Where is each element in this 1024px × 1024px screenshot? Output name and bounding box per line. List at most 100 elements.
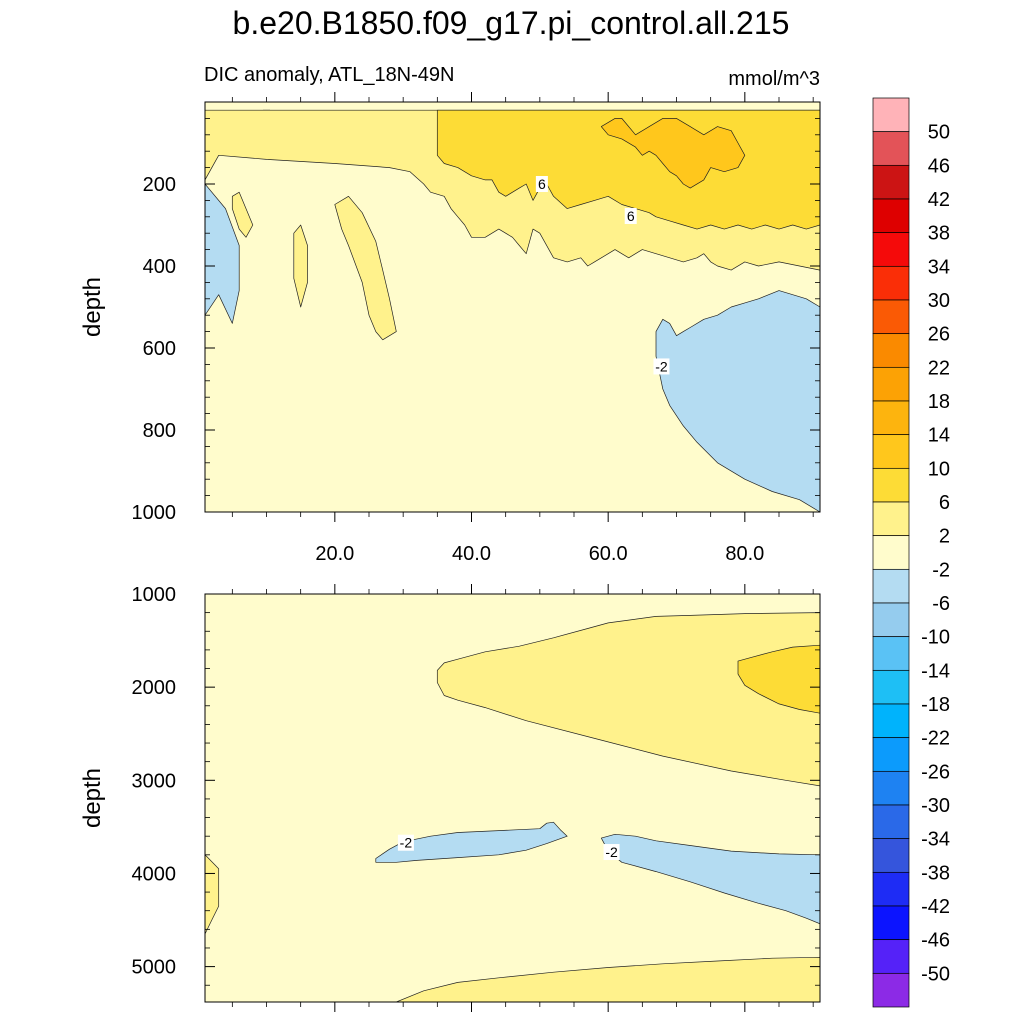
colorbar-box (872, 164, 910, 200)
colorbar-box (872, 871, 910, 907)
y-tick-label: 200 (143, 174, 176, 196)
contour-region (600, 833, 820, 925)
contour-region (205, 183, 240, 324)
colorbar-box (872, 333, 910, 368)
plot-frame (204, 101, 821, 513)
colorbar-label: 22 (928, 357, 950, 379)
colorbar-label: -46 (921, 930, 950, 952)
upper-contour-panel: 6 6 -2 200 400 600 800 1000 20.0 40.0 60.0 80.0 dept… (79, 92, 821, 565)
contour-region (334, 195, 397, 341)
contour-label: 6 (535, 176, 548, 192)
y-tick-label: 600 (143, 338, 176, 360)
colorbar-box (872, 400, 910, 436)
colorbar-label: 6 (939, 492, 950, 514)
colorbar-box (872, 501, 910, 537)
colorbar-label: 42 (928, 189, 950, 211)
x-tick-label: 60.0 (589, 543, 628, 565)
colorbar-label: 10 (928, 458, 950, 480)
colorbar-box (872, 669, 910, 705)
figure-title: b.e20.B1850.f09_g17.pi_control.all.215 (233, 5, 790, 41)
contour-region (436, 612, 820, 787)
colorbar-label: 18 (928, 391, 950, 413)
contour-region (395, 956, 820, 1002)
colorbar-label: -30 (921, 795, 950, 817)
contour-label: 6 (624, 207, 637, 224)
colorbar-label: -18 (921, 694, 950, 716)
colorbar-box (872, 737, 910, 772)
contour-label: -2 (603, 844, 620, 861)
contour-region (737, 644, 820, 714)
x-tick-label: 80.0 (725, 543, 764, 565)
colorbar-label: -26 (921, 761, 950, 783)
y-tick-label: 1000 (132, 502, 177, 524)
colorbar-box (872, 198, 910, 234)
colorbar-box (872, 804, 910, 840)
colorbar-box (872, 265, 910, 301)
contour-region (655, 290, 820, 512)
colorbar-box (872, 602, 910, 638)
y-tick-label: 2000 (132, 677, 177, 699)
contour-label: -2 (653, 358, 670, 375)
colorbar-label: -34 (921, 829, 950, 851)
colorbar-box (872, 232, 910, 267)
colorbar-label: -14 (921, 660, 950, 682)
colorbar-label: -6 (932, 593, 950, 615)
colorbar-label: 30 (928, 290, 950, 312)
svg-text:-2: -2 (400, 835, 413, 851)
colorbar-label: 14 (928, 425, 950, 447)
colorbar-label: 2 (939, 526, 950, 548)
contour-region (231, 191, 254, 238)
svg-text:6: 6 (538, 176, 546, 192)
colorbar-label: -42 (921, 896, 950, 918)
x-tick-label: 40.0 (452, 543, 491, 565)
y-tick-label: 3000 (132, 770, 177, 792)
colorbar-box (872, 366, 910, 402)
colorbar-label: -2 (932, 559, 950, 581)
colorbar: 50 46 42 38 34 30 26 22 18 14 10 6 2 -2 -6 -10 -14 -18 -22… (872, 97, 950, 1008)
contour-label: -2 (397, 834, 414, 851)
x-tick-label: 20.0 (315, 543, 354, 565)
colorbar-label: -10 (921, 627, 950, 649)
y-tick-label: 4000 (132, 863, 177, 885)
y-axis-title: depth (79, 768, 106, 828)
colorbar-box (872, 636, 910, 671)
contour-region (375, 821, 568, 863)
lower-contour-panel: -2 -2 1000 2000 3000 4000 5000 depth (79, 584, 821, 1012)
colorbar-box (872, 535, 910, 570)
y-axis-title: depth (79, 277, 106, 337)
colorbar-label: -38 (921, 862, 950, 884)
y-tick-label: 400 (143, 256, 176, 278)
colorbar-label: -50 (921, 963, 950, 985)
colorbar-label: 26 (928, 324, 950, 346)
contour-region (293, 224, 308, 308)
svg-text:-2: -2 (605, 844, 618, 860)
colorbar-label: 46 (928, 155, 950, 177)
panel-subtitle: DIC anomaly, ATL_18N-49N (204, 64, 454, 86)
colorbar-box (872, 131, 910, 166)
svg-text:6: 6 (627, 208, 635, 224)
colorbar-box (872, 972, 910, 1008)
colorbar-box (872, 838, 910, 873)
contour-region (600, 118, 746, 189)
colorbar-box (872, 939, 910, 974)
y-tick-label: 1000 (132, 584, 177, 606)
units-label: mmol/m^3 (728, 68, 820, 90)
svg-text:-2: -2 (655, 358, 668, 374)
y-tick-label: 5000 (132, 957, 177, 979)
colorbar-label: -22 (921, 728, 950, 750)
y-tick-label: 800 (143, 420, 176, 442)
colorbar-label: 50 (928, 122, 950, 144)
colorbar-box (872, 568, 910, 604)
colorbar-box (872, 905, 910, 941)
colorbar-box (872, 97, 910, 133)
contour-region (205, 854, 220, 935)
colorbar-box (872, 299, 910, 335)
colorbar-box (872, 770, 910, 806)
plot-frame (204, 593, 821, 1003)
colorbar-box (872, 467, 910, 503)
colorbar-label: 38 (928, 223, 950, 245)
colorbar-label: 34 (928, 256, 950, 278)
colorbar-box (872, 434, 910, 469)
colorbar-box (872, 703, 910, 739)
